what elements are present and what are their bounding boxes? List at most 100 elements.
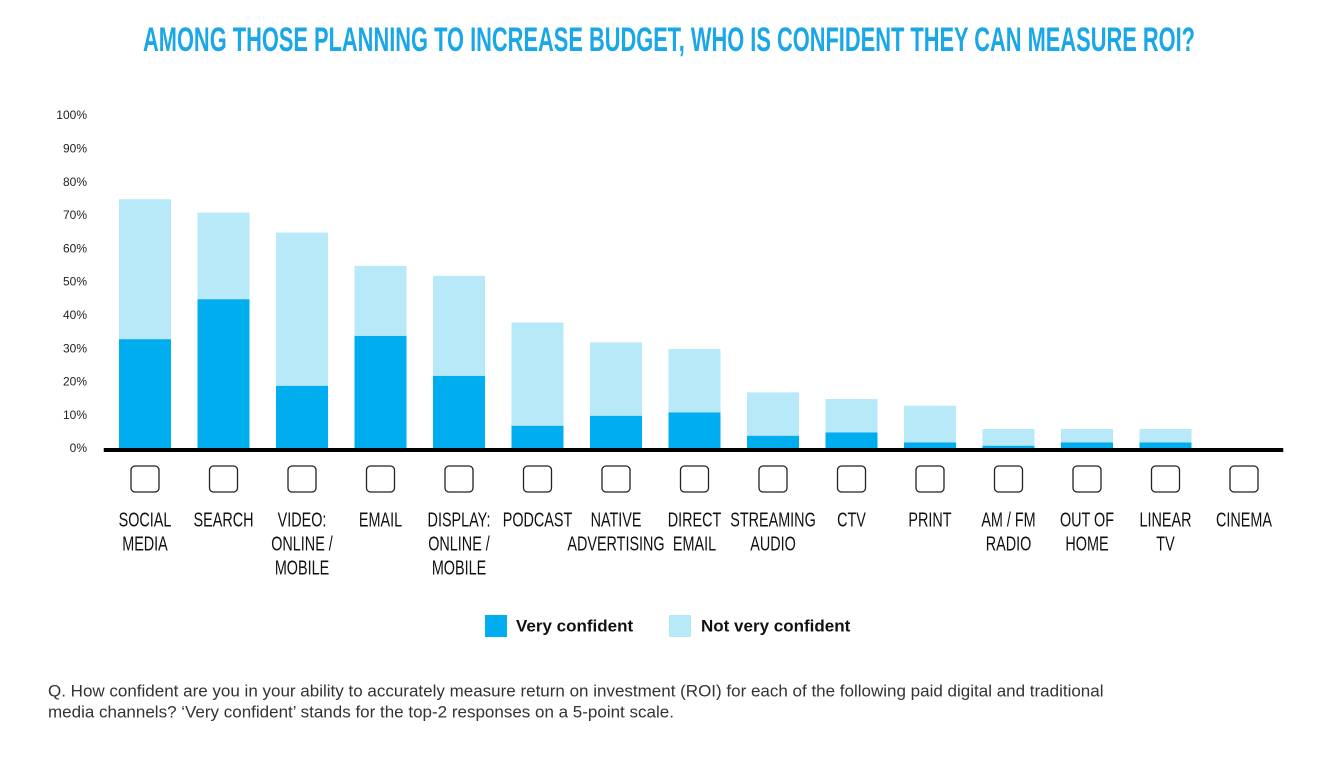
footnote: media channels? ‘Very confident’ stands … (48, 702, 674, 721)
x-tick-label: CTV (837, 508, 866, 531)
x-tick-label: DIRECT (668, 508, 722, 531)
x-label-group: SOCIAL (119, 508, 172, 531)
x-label-group: ADVERTISING (567, 532, 664, 555)
x-tick-label: AUDIO (750, 532, 796, 555)
bar-segment (1139, 442, 1192, 449)
bar-segment (904, 442, 956, 449)
x-label-group: CTV (837, 508, 866, 531)
x-label-group: TV (1156, 532, 1175, 555)
x-label-group: MOBILE (432, 556, 486, 579)
legend-label: Very confident (516, 616, 633, 635)
x-tick-label: SEARCH (194, 508, 254, 531)
y-tick-label: 20% (63, 375, 87, 389)
x-label-group: MOBILE (275, 556, 329, 579)
bar-segment (511, 425, 564, 449)
bar-segment (825, 432, 878, 449)
x-tick-label: ONLINE / (271, 532, 333, 555)
bar-segment (668, 349, 721, 413)
chart-title: AMONG THOSE PLANNING TO INCREASE BUDGET,… (143, 21, 1195, 59)
bar-segment (1139, 429, 1192, 443)
x-tick-label: VIDEO: (278, 508, 327, 531)
x-tick-label: MEDIA (122, 532, 168, 555)
bar-segment (276, 385, 328, 449)
x-label-group: OUT OF (1060, 508, 1114, 531)
y-tick-label: 30% (63, 341, 87, 355)
bar-segment (747, 435, 799, 449)
bar-segment (511, 322, 564, 426)
x-label-group: DIRECT (668, 508, 722, 531)
bar-segment (668, 412, 721, 449)
bar-segment (197, 212, 250, 300)
x-tick-label: NATIVE (591, 508, 642, 531)
bar-segment (433, 375, 485, 449)
channel-icon (365, 465, 396, 493)
x-tick-label: RADIO (986, 532, 1032, 555)
channel-icon (522, 465, 553, 493)
bar-segment (276, 232, 328, 386)
channel-icon (130, 465, 160, 493)
y-tick-label: 70% (63, 208, 87, 222)
footnote: Q. How confident are you in your ability… (48, 681, 1104, 700)
bar-segment (590, 342, 642, 416)
channel-icon (1072, 465, 1102, 493)
x-tick-label: HOME (1065, 532, 1108, 555)
y-tick-label: 80% (63, 175, 87, 189)
bar-segment (982, 445, 1035, 449)
x-label-group: MEDIA (122, 532, 168, 555)
channel-icon (287, 465, 317, 493)
x-label-group: HOME (1065, 532, 1108, 555)
x-tick-label: LINEAR (1140, 508, 1192, 531)
y-tick-label: 90% (63, 141, 87, 155)
channel-icon (836, 465, 867, 493)
x-tick-label: ADVERTISING (567, 532, 664, 555)
y-tick-label: 100% (56, 108, 87, 122)
y-tick-label: 60% (63, 241, 87, 255)
x-label-group: ONLINE / (271, 532, 333, 555)
x-label-group: PRINT (908, 508, 951, 531)
x-label-group: DISPLAY: (428, 508, 491, 531)
bar-segment (354, 335, 407, 449)
y-tick-label: 50% (63, 275, 87, 289)
x-tick-label: EMAIL (359, 508, 402, 531)
channel-icon (208, 465, 239, 493)
x-label-group: PODCAST (503, 508, 573, 531)
x-label-group: NATIVE (591, 508, 642, 531)
channel-icon (915, 465, 945, 493)
bar-segment (825, 399, 878, 433)
bar-segment (354, 265, 407, 336)
x-label-group: STREAMING (730, 508, 816, 531)
bar-segment (982, 429, 1035, 446)
x-tick-label: MOBILE (432, 556, 486, 579)
x-label-group: AM / FM (981, 508, 1035, 531)
bar-segment (747, 392, 799, 436)
x-label-group: CINEMA (1216, 508, 1272, 531)
channel-icon (601, 465, 631, 493)
x-tick-label: DISPLAY: (428, 508, 491, 531)
bar-segment (119, 339, 171, 449)
channel-icon (1150, 465, 1181, 493)
bar-segment (1061, 429, 1113, 443)
y-tick-label: 10% (63, 408, 87, 422)
bar-segment (197, 299, 250, 449)
bar-segment (904, 405, 956, 443)
legend-label: Not very confident (701, 616, 851, 635)
channel-icon (1229, 465, 1259, 493)
bar-segment (433, 275, 485, 376)
x-tick-label: PODCAST (503, 508, 573, 531)
x-tick-label: ONLINE / (428, 532, 490, 555)
y-tick-label: 40% (63, 308, 87, 322)
bar-segment (119, 199, 171, 340)
bar-segment (1061, 442, 1113, 449)
x-tick-label: OUT OF (1060, 508, 1114, 531)
legend-swatch (485, 615, 507, 637)
channel-icon (679, 465, 710, 493)
bar-segment (590, 415, 642, 449)
x-tick-label: TV (1156, 532, 1175, 555)
x-tick-label: STREAMING (730, 508, 816, 531)
y-tick-label: 0% (70, 441, 88, 455)
x-tick-label: EMAIL (673, 532, 716, 555)
x-label-group: LINEAR (1140, 508, 1192, 531)
x-label-group: EMAIL (673, 532, 716, 555)
channel-icon (993, 465, 1024, 493)
